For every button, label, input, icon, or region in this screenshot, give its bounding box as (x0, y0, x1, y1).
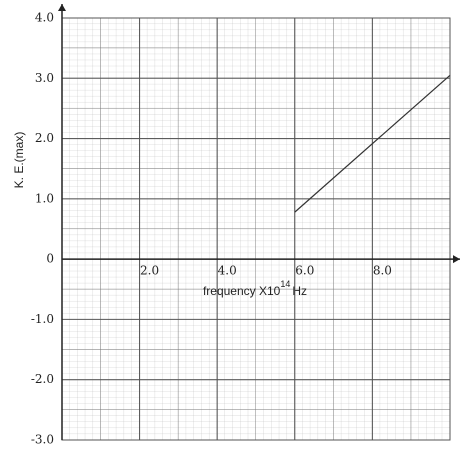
graph-paper-major (61, 17, 451, 441)
x-axis-label-unit: Hz (292, 284, 307, 298)
x-axis-label: frequency X1014 Hz (203, 279, 307, 298)
x-axis-arrow (453, 255, 460, 264)
x-tick-label: 2.0 (140, 264, 159, 278)
data-line (294, 74, 451, 213)
y-tick-label: 2.0 (35, 131, 54, 145)
x-axis-label-text: frequency X10 (203, 284, 281, 298)
y-tick-label: 3.0 (35, 71, 54, 85)
y-tick-label: -1.0 (31, 312, 54, 326)
y-axis-label: K. E.(max) (12, 132, 26, 189)
y-tick-label: -3.0 (31, 433, 54, 447)
x-tick-label: 4.0 (218, 264, 237, 278)
y-tick-label: 0 (46, 252, 54, 266)
x-tick-label: 8.0 (373, 264, 392, 278)
y-tick-label: 1.0 (35, 191, 54, 205)
y-tick-label: -2.0 (31, 372, 54, 386)
x-axis-label-exponent: 14 (280, 279, 290, 289)
y-axis-arrow (58, 4, 66, 11)
y-tick-label: 4.0 (35, 11, 54, 25)
x-tick-label: 6.0 (295, 264, 314, 278)
